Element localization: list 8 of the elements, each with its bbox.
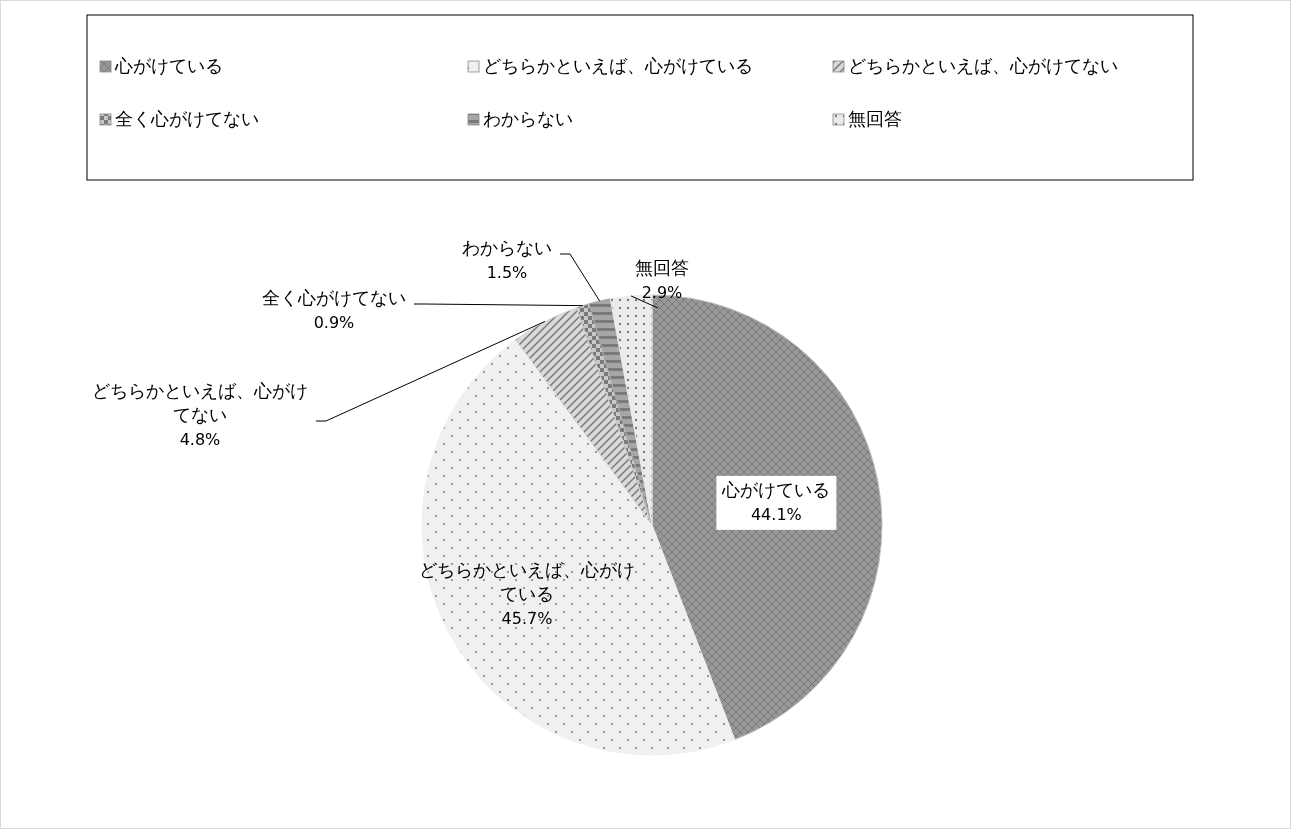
legend-label: 心がけている [114,55,223,76]
legend-label: わからない [483,108,573,129]
legend-label: 全く心がけてない [115,108,259,129]
legend-label: どちらかといえば、心がけている [483,55,753,76]
legend-label: 無回答 [848,108,902,129]
data-label: 44.1% [750,504,802,524]
legend-label: どちらかといえば、心がけてない [848,55,1118,76]
slice-label: 心がけている [721,478,831,500]
